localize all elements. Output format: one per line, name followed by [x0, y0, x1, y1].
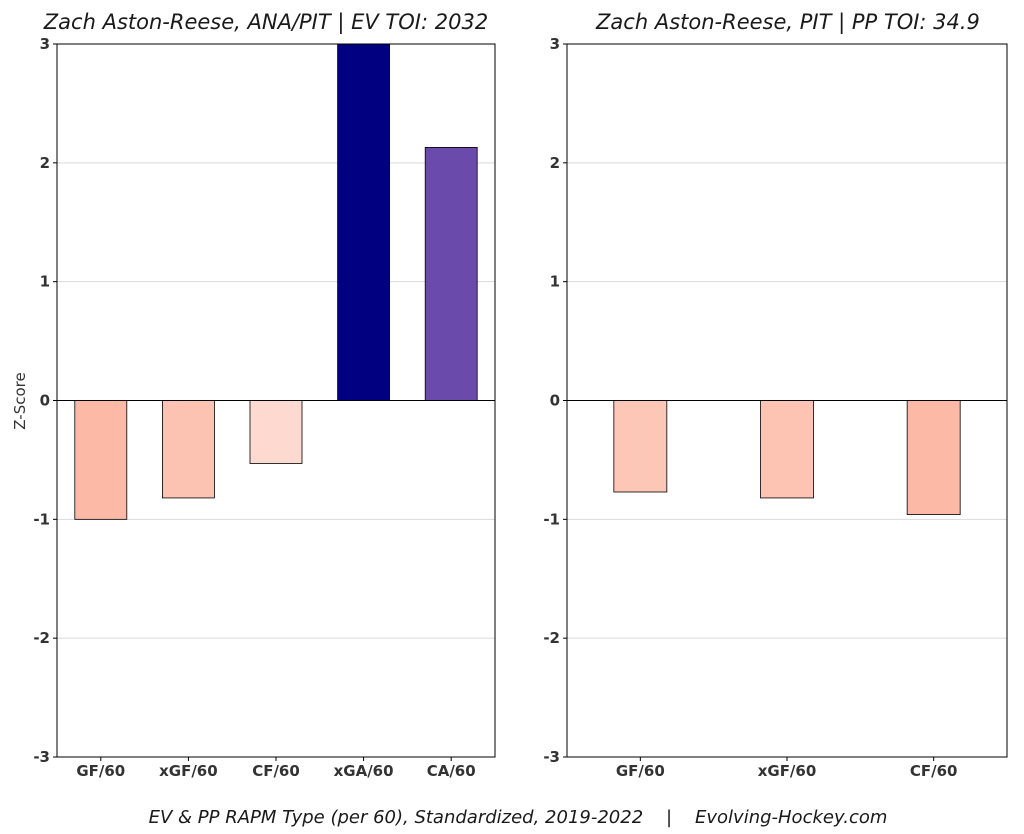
pp-bar-cf-60: [906, 400, 961, 515]
pp-bar-gf-60: [613, 400, 668, 493]
ev-y-tick-label: -2: [33, 629, 50, 647]
ev-bar-ca-60: [424, 146, 478, 401]
pp-plot-frame: [566, 43, 1008, 758]
ev-plot-frame: [56, 43, 496, 758]
ev-y-tick-label: 0: [40, 392, 50, 410]
ev-x-tick-label: GF/60: [76, 762, 125, 780]
ev-y-tick-label: 1: [40, 273, 50, 291]
pp-y-tick-label: 0: [550, 392, 560, 410]
pp-y-tick-label: 3: [550, 35, 560, 53]
pp-chart-title: Zach Aston-Reese, PIT | PP TOI: 34.9: [595, 10, 980, 35]
ev-bar-gf-60: [74, 400, 128, 520]
ev-bar-xgf-60: [161, 400, 215, 499]
pp-x-tick-label: xGF/60: [758, 762, 817, 780]
pp-y-tick-label: 2: [550, 154, 560, 172]
ev-y-tick-label: 2: [40, 154, 50, 172]
ev-x-tick-label: CF/60: [252, 762, 300, 780]
ev-x-tick-label: CA/60: [427, 762, 476, 780]
ev-x-tick-label: xGF/60: [159, 762, 218, 780]
y-axis-label: Z-Score: [11, 372, 29, 429]
pp-x-tick-label: GF/60: [616, 762, 665, 780]
ev-bar-cf-60: [249, 400, 303, 464]
pp-y-tick-label: -3: [543, 748, 560, 766]
pp-y-tick-label: 1: [550, 273, 560, 291]
ev-chart-title: Zach Aston-Reese, ANA/PIT | EV TOI: 2032: [43, 10, 488, 35]
pp-x-tick-label: CF/60: [910, 762, 958, 780]
ev-y-tick-label: -1: [33, 510, 50, 528]
ev-bar-xga-60: [337, 43, 391, 401]
pp-chart-panel: -3 -2 -1 0 1 2 3 GF/60 xGF/60 CF/60: [543, 35, 1008, 780]
ev-y-tick-label: -3: [33, 748, 50, 766]
ev-chart-panel: -3 -2 -1 0 1 2 3 GF/60 xGF/60 CF/60 xGA/60 CA/60: [33, 35, 496, 780]
pp-bar-xgf-60: [760, 400, 814, 499]
pp-y-tick-label: -1: [543, 510, 560, 528]
figure-caption: EV & PP RAPM Type (per 60), Standardized…: [149, 807, 888, 828]
ev-x-tick-label: xGA/60: [334, 762, 394, 780]
ev-y-tick-label: 3: [40, 35, 50, 53]
pp-y-tick-label: -2: [543, 629, 560, 647]
